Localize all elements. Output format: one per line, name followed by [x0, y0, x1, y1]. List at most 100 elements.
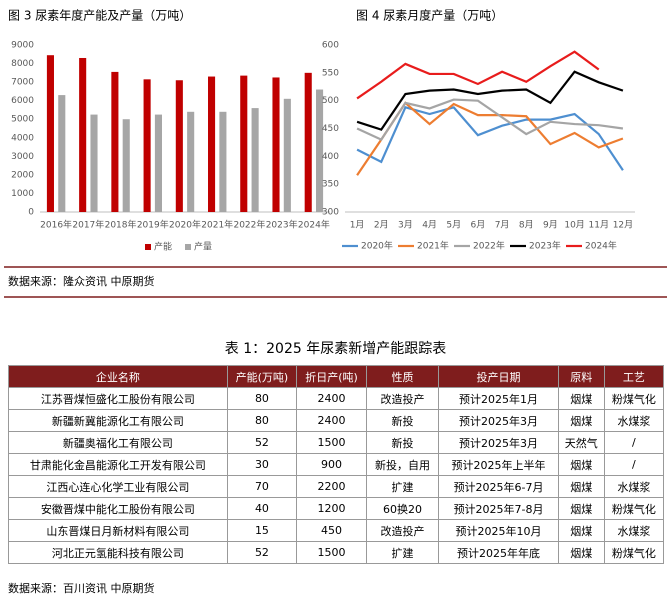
cell: 粉煤气化	[603, 497, 665, 520]
bar	[316, 89, 324, 212]
cell: 粉煤气化	[603, 387, 665, 410]
y-tick-label: 550	[322, 68, 339, 78]
y-tick-label: 450	[322, 124, 339, 134]
chart-title: 图 3 尿素年度产能及产量（万吨）	[8, 8, 191, 23]
cell: 扩建	[365, 541, 440, 564]
cell: 烟煤	[557, 497, 605, 520]
cell: 1200	[296, 497, 367, 520]
cell: 新投	[365, 431, 440, 454]
chart-title: 图 4 尿素月度产量（万吨）	[356, 8, 503, 23]
legend-swatch	[185, 244, 191, 250]
bar	[208, 76, 216, 213]
y-tick-label: 8000	[11, 59, 34, 69]
row: 河北正元氢能科技有限公司 52 1500 扩建 预计2025年年底 烟煤 粉煤气化	[8, 541, 665, 564]
cell: 新投，自用	[365, 453, 440, 476]
x-tick-label: 6月	[471, 220, 486, 231]
cell: 甘肃能化金昌能源化工开发有限公司	[8, 453, 228, 476]
bar	[122, 119, 130, 212]
cell: 80	[226, 387, 298, 410]
cell: 河北正元氢能科技有限公司	[8, 541, 228, 564]
y-tick-label: 7000	[11, 78, 34, 88]
legend-label: 2022年	[473, 240, 505, 252]
x-tick-label: 5月	[446, 220, 461, 231]
legend-label: 产能	[154, 241, 172, 253]
y-tick-label: 400	[322, 152, 339, 162]
header-cell: 工艺	[603, 365, 665, 388]
cell: 改造投产	[365, 387, 440, 410]
bar	[251, 108, 259, 212]
cell: 烟煤	[557, 541, 605, 564]
x-tick-label: 2023年	[266, 219, 298, 231]
x-tick-label: 12月	[613, 220, 633, 231]
cell: 30	[226, 453, 298, 476]
x-tick-label: 2022年	[233, 219, 265, 231]
y-tick-label: 3000	[11, 152, 34, 162]
bar	[240, 75, 248, 212]
y-tick-label: 350	[322, 180, 339, 190]
cell: 新疆新冀能源化工有限公司	[8, 409, 228, 432]
legend-label: 2024年	[585, 240, 617, 252]
row: 安徽晋煤中能化工股份有限公司 40 1200 60换20 预计2025年7-8月 烟煤 粉煤…	[8, 497, 665, 520]
source: 数据来源：百川资讯 中原期货	[8, 582, 155, 595]
cell: 水煤浆	[603, 409, 665, 432]
bar	[111, 71, 119, 213]
cell: 40	[226, 497, 298, 520]
source: 数据来源：隆众资讯 中原期货	[8, 274, 155, 288]
row: 江苏晋煤恒盛化工股份有限公司 80 2400 改造投产 预计2025年1月 烟煤 粉煤气化	[8, 387, 665, 410]
y-tick-label: 4000	[11, 133, 34, 143]
cell: 预计2025年3月	[438, 409, 559, 432]
row: 江西心连心化学工业有限公司 70 2200 扩建 预计2025年6-7月 烟煤 水煤浆	[8, 475, 665, 498]
bar	[154, 114, 162, 212]
cell: 450	[296, 519, 367, 542]
legend-swatch	[145, 244, 151, 250]
cell: 烟煤	[557, 409, 605, 432]
line	[356, 98, 624, 142]
cell: 新投	[365, 409, 440, 432]
row: 新疆新冀能源化工有限公司 80 2400 新投 预计2025年3月 烟煤 水煤浆	[8, 409, 665, 432]
cell: 预计2025年上半年	[438, 453, 559, 476]
cell: 70	[226, 475, 298, 498]
cell: 天然气	[557, 431, 605, 454]
bar	[79, 57, 87, 212]
y-tick-label: 5000	[11, 115, 34, 125]
x-tick-label: 2016年	[40, 219, 72, 231]
bar	[90, 114, 98, 212]
cell: 山东晋煤日月新材料有限公司	[8, 519, 228, 542]
cell: 2200	[296, 475, 367, 498]
x-tick-label: 8月	[519, 220, 534, 231]
bar	[175, 80, 183, 212]
cell: 改造投产	[365, 519, 440, 542]
cell: 安徽晋煤中能化工股份有限公司	[8, 497, 228, 520]
header-cell: 投产日期	[438, 365, 559, 388]
y-tick-label: 600	[322, 41, 339, 51]
legend-label: 2023年	[529, 240, 561, 252]
x-tick-label: 1月	[350, 220, 365, 231]
line	[356, 70, 624, 131]
bar	[272, 77, 280, 212]
cell: 52	[226, 541, 298, 564]
cell: 80	[226, 409, 298, 432]
cell: 烟煤	[557, 387, 605, 410]
cell: /	[603, 453, 665, 476]
header-cell: 性质	[365, 365, 440, 388]
row: 甘肃能化金昌能源化工开发有限公司 30 900 新投，自用 预计2025年上半年 烟煤 /	[8, 453, 665, 476]
bar	[46, 55, 54, 213]
header-cell: 企业名称	[8, 365, 228, 388]
cell: 水煤浆	[603, 519, 665, 542]
cell: 预计2025年年底	[438, 541, 559, 564]
header-row: 企业名称 产能(万吨) 折日产(吨) 性质 投产日期 原料 工艺	[8, 365, 665, 388]
cell: 15	[226, 519, 298, 542]
cell: 扩建	[365, 475, 440, 498]
bar	[219, 111, 227, 212]
header-cell: 折日产(吨)	[296, 365, 367, 388]
legend-label: 产量	[194, 241, 212, 253]
y-tick-label: 2000	[11, 170, 34, 180]
cell: 江西心连心化学工业有限公司	[8, 475, 228, 498]
y-tick-label: 1000	[11, 189, 34, 199]
cell: 预计2025年6-7月	[438, 475, 559, 498]
x-tick-label: 4月	[422, 220, 437, 231]
y-tick-label: 9000	[11, 41, 34, 51]
bar	[304, 72, 312, 212]
cell: 2400	[296, 409, 367, 432]
row: 新疆奥福化工有限公司 52 1500 新投 预计2025年3月 天然气 /	[8, 431, 665, 454]
